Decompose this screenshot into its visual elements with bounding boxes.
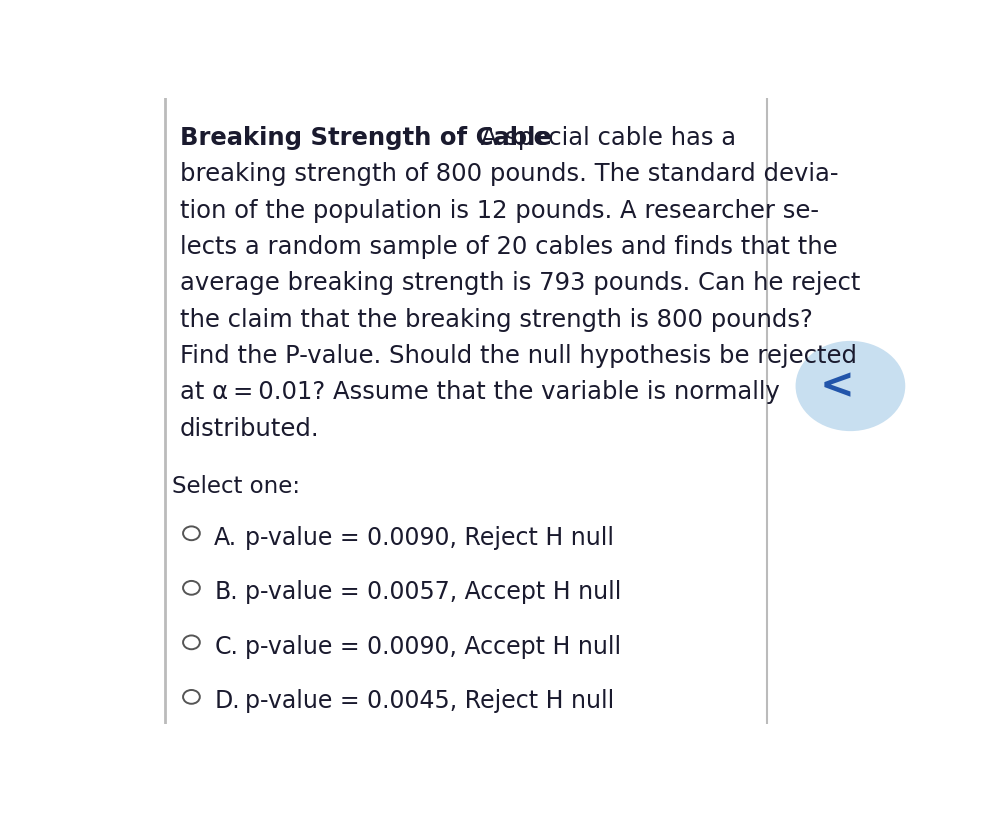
Text: at α = 0.01? Assume that the variable is normally: at α = 0.01? Assume that the variable is… xyxy=(180,380,780,405)
Text: p-value = 0.0057, Accept H null: p-value = 0.0057, Accept H null xyxy=(245,580,621,604)
Text: A special cable has a: A special cable has a xyxy=(474,126,736,150)
Text: Find the P-value. Should the null hypothesis be rejected: Find the P-value. Should the null hypoth… xyxy=(180,344,857,368)
Circle shape xyxy=(795,341,905,431)
Text: average breaking strength is 793 pounds. Can he reject: average breaking strength is 793 pounds.… xyxy=(180,271,860,295)
Text: p-value = 0.0045, Reject H null: p-value = 0.0045, Reject H null xyxy=(245,689,614,713)
Text: C.: C. xyxy=(214,635,238,659)
Text: tion of the population is 12 pounds. A researcher se-: tion of the population is 12 pounds. A r… xyxy=(180,199,819,222)
Text: lects a random sample of 20 cables and finds that the: lects a random sample of 20 cables and f… xyxy=(180,235,838,259)
Text: Breaking Strength of Cable: Breaking Strength of Cable xyxy=(180,126,551,150)
Text: D.: D. xyxy=(214,689,240,713)
Text: <: < xyxy=(819,365,854,407)
Text: p-value = 0.0090, Accept H null: p-value = 0.0090, Accept H null xyxy=(245,635,621,659)
Text: breaking strength of 800 pounds. The standard devia-: breaking strength of 800 pounds. The sta… xyxy=(180,162,838,186)
Text: B.: B. xyxy=(214,580,238,604)
Text: p-value = 0.0090, Reject H null: p-value = 0.0090, Reject H null xyxy=(245,526,613,549)
Text: Select one:: Select one: xyxy=(172,475,301,498)
Text: distributed.: distributed. xyxy=(180,417,319,440)
Text: A.: A. xyxy=(214,526,238,549)
Text: the claim that the breaking strength is 800 pounds?: the claim that the breaking strength is … xyxy=(180,308,813,331)
